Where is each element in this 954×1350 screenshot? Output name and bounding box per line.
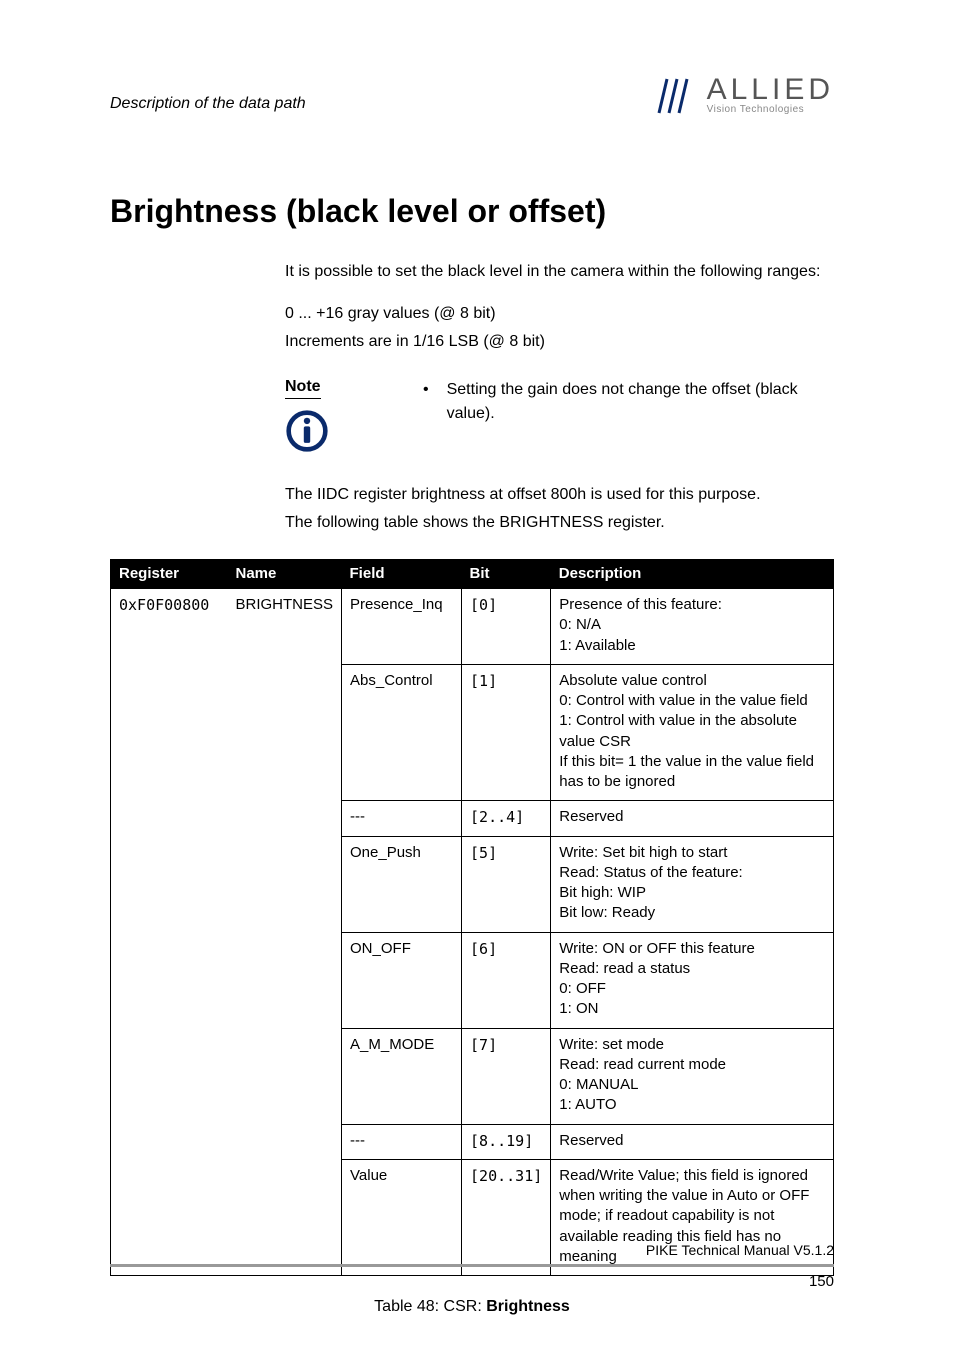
cell-description: Reserved (551, 801, 834, 836)
page-heading: Brightness (black level or offset) (110, 193, 834, 230)
footer-page: 150 (110, 1273, 834, 1290)
table-row: 0xF0F00800BRIGHTNESSPresence_Inq[0]Prese… (111, 589, 834, 665)
cell-field: Presence_Inq (342, 589, 462, 665)
cell-bit: [8..19] (462, 1124, 551, 1159)
col-description: Description (551, 559, 834, 589)
cell-field: --- (342, 1124, 462, 1159)
cell-bit: [2..4] (462, 801, 551, 836)
intro-p3: Increments are in 1/16 LSB (@ 8 bit) (285, 330, 834, 354)
cell-field: ON_OFF (342, 932, 462, 1028)
after-note-p2: The following table shows the BRIGHTNESS… (285, 511, 834, 535)
cell-field: A_M_MODE (342, 1028, 462, 1124)
cell-field: One_Push (342, 836, 462, 932)
section-title: Description of the data path (110, 95, 306, 119)
footer-rule (110, 1264, 834, 1267)
cell-bit: [6] (462, 932, 551, 1028)
cell-description: Write: Set bit high to startRead: Status… (551, 836, 834, 932)
cell-bit: [0] (462, 589, 551, 665)
caption-prefix: Table 48: CSR: (374, 1298, 486, 1315)
logo-stripes-icon (657, 75, 701, 115)
cell-description: Presence of this feature:0: N/A1: Availa… (551, 589, 834, 665)
logo-line2: Vision Technologies (707, 105, 834, 115)
cell-name: BRIGHTNESS (228, 589, 342, 1276)
note-text: Setting the gain does not change the off… (447, 378, 834, 426)
caption-bold: Brightness (486, 1298, 570, 1315)
logo-line1: ALLIED (707, 75, 834, 105)
cell-field: --- (342, 801, 462, 836)
col-field: Field (342, 559, 462, 589)
table-header-row: Register Name Field Bit Description (111, 559, 834, 589)
cell-description: Write: ON or OFF this featureRead: read … (551, 932, 834, 1028)
note-label: Note (285, 378, 321, 399)
cell-bit: [5] (462, 836, 551, 932)
cell-field: Abs_Control (342, 664, 462, 801)
col-bit: Bit (462, 559, 551, 589)
brightness-register-table: Register Name Field Bit Description 0xF0… (110, 559, 834, 1276)
footer-doc: PIKE Technical Manual V5.1.2 (110, 1242, 834, 1258)
after-note-p1: The IIDC register brightness at offset 8… (285, 483, 834, 507)
cell-description: Absolute value control0: Control with va… (551, 664, 834, 801)
intro-p1: It is possible to set the black level in… (285, 260, 834, 284)
cell-bit: [1] (462, 664, 551, 801)
intro-p2: 0 ... +16 gray values (@ 8 bit) (285, 302, 834, 326)
cell-description: Reserved (551, 1124, 834, 1159)
table-caption: Table 48: CSR: Brightness (110, 1298, 834, 1316)
info-icon (285, 409, 329, 453)
col-name: Name (228, 559, 342, 589)
brand-logo: ALLIED Vision Technologies (657, 75, 834, 119)
note-bullet-icon: • (423, 378, 429, 426)
cell-description: Write: set modeRead: read current mode0:… (551, 1028, 834, 1124)
cell-register: 0xF0F00800 (111, 589, 228, 1276)
col-register: Register (111, 559, 228, 589)
note-block: Note • Setting the gain does not change … (285, 378, 834, 453)
cell-bit: [7] (462, 1028, 551, 1124)
